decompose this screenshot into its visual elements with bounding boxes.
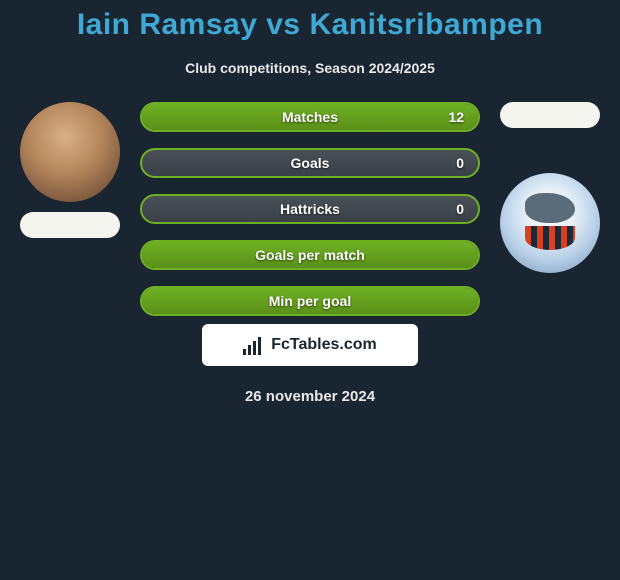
player-left-pill	[20, 212, 120, 238]
stat-bar: Min per goal	[140, 286, 480, 316]
stat-label: Matches	[142, 109, 478, 125]
club-badge-icon	[515, 188, 585, 258]
stat-bar: Hattricks0	[140, 194, 480, 224]
content-row: Matches12Goals0Hattricks0Goals per match…	[0, 102, 620, 316]
stat-bar: Goals per match	[140, 240, 480, 270]
stat-value-right: 0	[456, 201, 464, 217]
stat-value-right: 12	[448, 109, 464, 125]
stat-value-right: 0	[456, 155, 464, 171]
comparison-card: Iain Ramsay vs Kanitsribampen Club compe…	[0, 0, 620, 405]
brand-text: FcTables.com	[271, 336, 377, 354]
date-text: 26 november 2024	[0, 388, 620, 405]
player-left-column	[10, 102, 130, 238]
stat-label: Hattricks	[142, 201, 478, 217]
player-right-pill	[500, 102, 600, 128]
player-right-badge	[500, 173, 600, 273]
stats-column: Matches12Goals0Hattricks0Goals per match…	[140, 102, 480, 316]
stat-label: Min per goal	[142, 293, 478, 309]
stat-label: Goals per match	[142, 247, 478, 263]
stat-bar: Goals0	[140, 148, 480, 178]
page-title: Iain Ramsay vs Kanitsribampen	[0, 8, 620, 42]
stat-label: Goals	[142, 155, 478, 171]
subtitle: Club competitions, Season 2024/2025	[0, 60, 620, 76]
stat-bar: Matches12	[140, 102, 480, 132]
brand-box: FcTables.com	[202, 324, 418, 366]
player-left-avatar	[20, 102, 120, 202]
brand-chart-icon	[243, 335, 267, 355]
player-right-column	[490, 102, 610, 273]
